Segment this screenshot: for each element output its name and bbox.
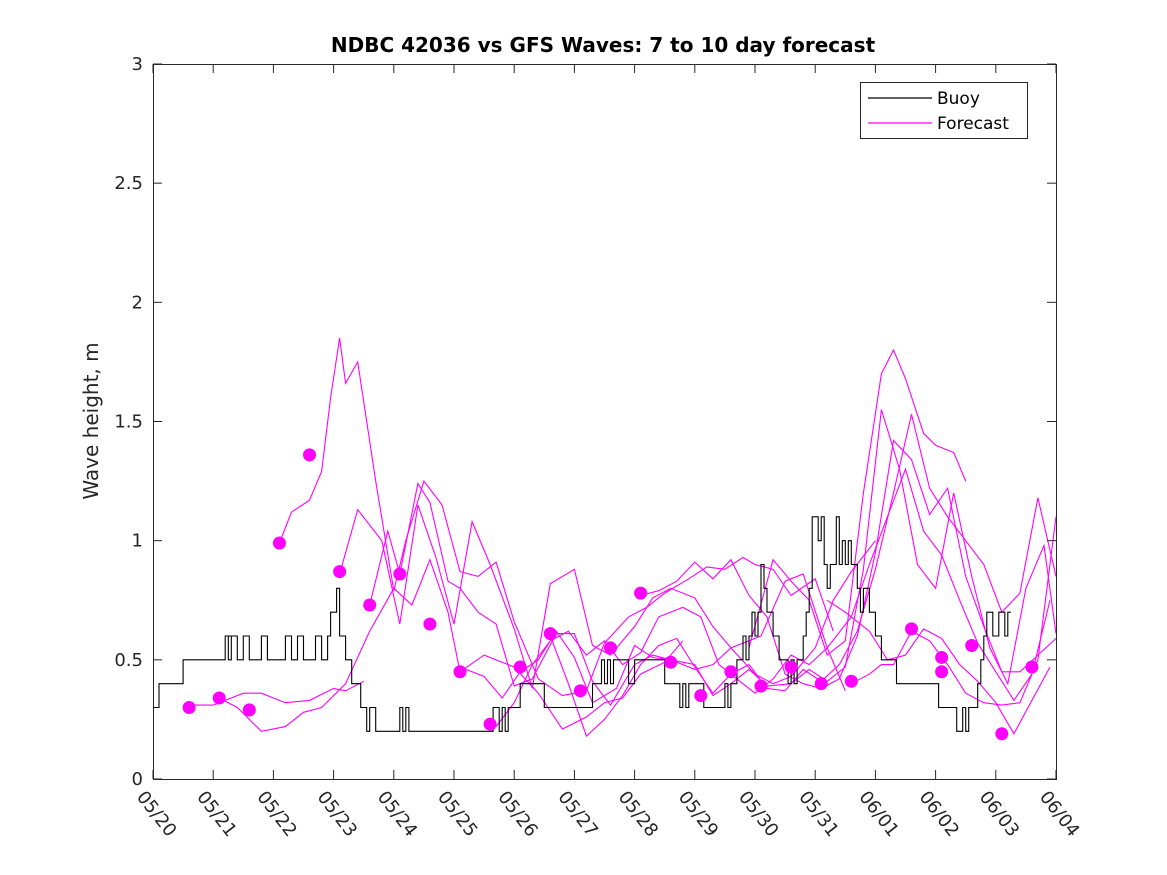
forecast-marker [754,679,768,693]
marker-layer [182,448,1039,741]
forecast-line-1 [218,558,684,732]
forecast-marker [272,536,286,550]
forecast-line-11 [826,599,1051,735]
y-tick-label: 2 [132,292,143,313]
forecast-marker [784,660,798,674]
legend-buoy-label: Buoy [937,89,980,109]
forecast-marker [333,565,347,579]
forecast-marker [363,598,377,612]
forecast-marker [212,691,226,705]
legend-box [860,82,1028,139]
legend: Buoy Forecast [860,82,1028,139]
forecast-marker [935,665,949,679]
forecast-marker [965,639,979,653]
forecast-marker [1025,660,1039,674]
forecast-line-4 [369,482,846,707]
forecast-marker [724,665,738,679]
forecast-marker [423,617,437,631]
forecast-line-10 [748,348,967,657]
y-tick-label: 3 [132,54,143,75]
forecast-marker [664,655,678,669]
forecast-line-9 [851,516,1056,706]
forecast-marker [453,665,467,679]
plot-area [153,338,1056,741]
forecast-line-3 [339,504,876,689]
buoy-line [153,516,1011,732]
forecast-marker [604,641,618,655]
y-tick-label: 2.5 [114,173,143,194]
forecast-marker [543,627,557,641]
y-tick-label: 0 [132,769,143,790]
y-tick-label: 1.5 [114,412,143,433]
forecast-marker [513,660,527,674]
forecast-marker [303,448,317,462]
forecast-marker [995,727,1009,741]
legend-forecast-label: Forecast [937,114,1009,134]
forecast-marker [814,677,828,691]
forecast-marker [182,701,196,714]
forecast-marker [573,684,587,698]
y-tick-label: 1 [132,531,143,552]
forecast-marker [393,567,407,581]
forecast-marker [242,703,256,717]
forecast-line-2 [278,338,834,697]
y-tick-label: 0.5 [114,650,143,671]
series-layer [153,338,1056,738]
y-axis-label: Wave height, m [79,342,103,499]
forecast-line-6 [495,467,1051,727]
forecast-marker [634,586,648,600]
forecast-marker [694,689,708,703]
forecast-marker [844,674,858,688]
chart-title: NDBC 42036 vs GFS Waves: 7 to 10 day for… [331,33,876,57]
forecast-marker [935,650,949,664]
forecast-marker [483,717,497,731]
forecast-marker [905,622,919,636]
